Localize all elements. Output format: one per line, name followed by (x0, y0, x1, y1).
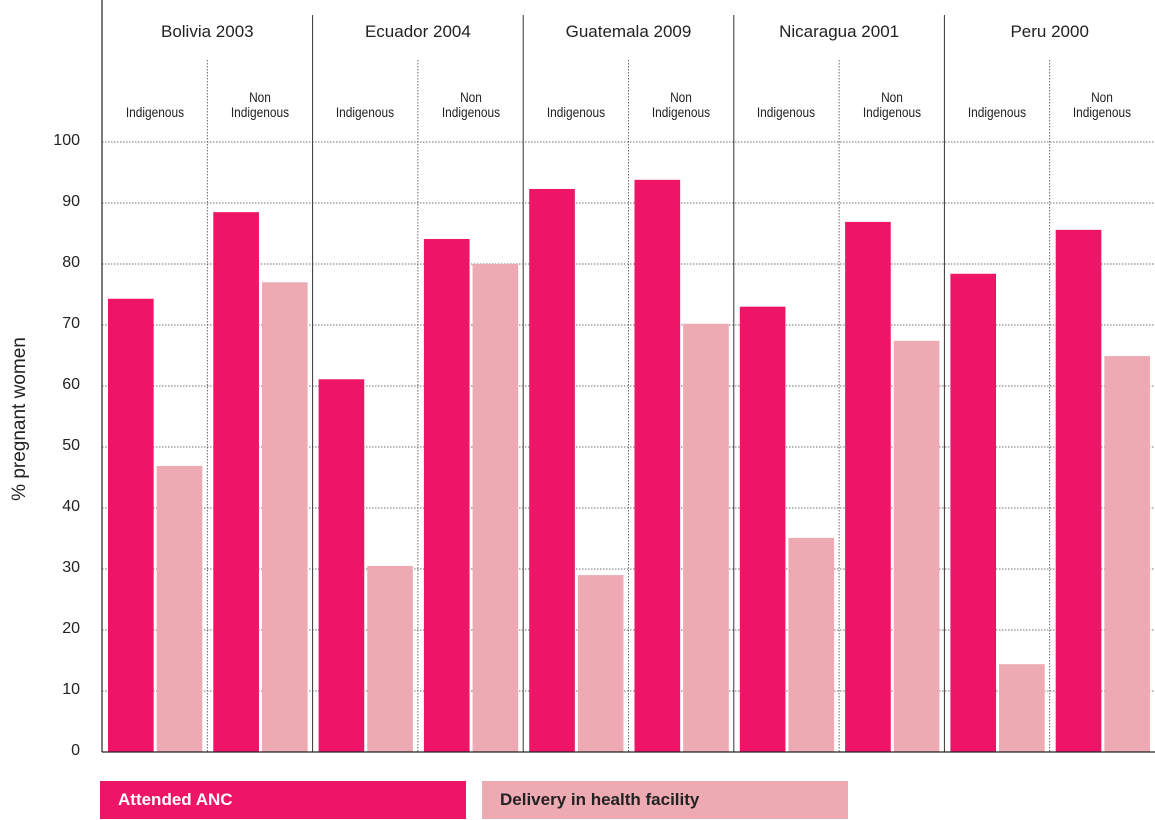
category-label: Non Indigenous (862, 89, 921, 120)
y-axis-label: % pregnant women (9, 337, 30, 501)
bar (1104, 356, 1150, 752)
category-label: Indigenous (967, 104, 1027, 120)
bar (472, 264, 519, 752)
y-tick-label: 100 (53, 132, 80, 149)
group-label: Bolivia 2003 (160, 22, 254, 41)
category-label: Indigenous (336, 104, 395, 120)
y-tick-label: 80 (62, 254, 80, 271)
bar (367, 565, 413, 752)
y-tick-label: 10 (62, 681, 80, 698)
y-tick-label: 90 (62, 193, 80, 210)
category-label: Indigenous (125, 104, 184, 120)
category-label: Non Indigenous (441, 89, 500, 120)
bar (529, 188, 575, 753)
category-label: Non Indigenous (1073, 89, 1132, 120)
legend-item: Attended ANC (100, 781, 466, 819)
legend-item: Delivery in health facility (482, 781, 848, 819)
y-tick-label: 20 (62, 620, 80, 637)
group-label: Ecuador 2004 (364, 22, 471, 41)
category-label: Indigenous (757, 104, 816, 120)
bar (108, 298, 154, 752)
y-tick-label: 60 (62, 376, 80, 393)
bar (999, 664, 1045, 752)
bar (845, 221, 891, 752)
bar (950, 273, 997, 752)
bar (318, 379, 365, 752)
y-tick-label: 40 (62, 498, 80, 515)
group-label: Guatemala 2009 (565, 22, 692, 41)
group-label: Peru 2000 (1010, 22, 1089, 41)
y-tick-label: 50 (62, 437, 80, 454)
category-label: Indigenous (546, 104, 605, 120)
bar (893, 340, 940, 752)
bar (634, 179, 681, 752)
y-tick-label: 0 (71, 742, 80, 759)
bar (788, 537, 835, 752)
bar (261, 282, 308, 752)
bar (1055, 229, 1102, 753)
bar (577, 575, 624, 752)
bar (423, 238, 470, 753)
bar (213, 212, 259, 752)
y-tick-label: 70 (62, 315, 80, 332)
category-label: Non Indigenous (230, 89, 290, 120)
y-tick-label: 30 (62, 559, 80, 576)
category-label: Non Indigenous (652, 89, 711, 120)
bar (683, 323, 729, 752)
bar (739, 306, 786, 752)
group-label: Nicaragua 2001 (779, 22, 900, 41)
bar (156, 465, 203, 752)
